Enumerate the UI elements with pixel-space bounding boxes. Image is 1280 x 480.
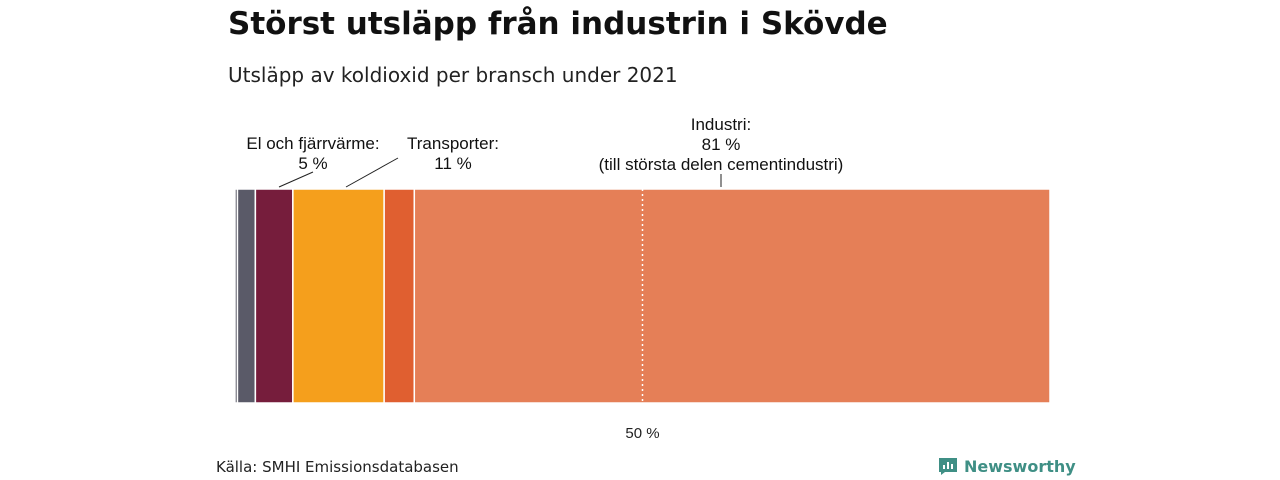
bar-segment-1 [236, 188, 257, 404]
segment-label-line: (till största delen cementindustri) [599, 155, 844, 174]
stacked-bar-chart: 50 % El och fjärrvärme: 5 % Transporter: 11 … [234, 115, 1051, 442]
segment-label-3: Transporter: 11 % [407, 134, 499, 173]
segment-label-line: 5 % [298, 154, 327, 173]
reference-line-label: 50 % [625, 425, 659, 442]
chart-subtitle: Utsläpp av koldioxid per bransch under 2… [228, 63, 678, 87]
brand-logo[interactable]: Newsworthy [938, 456, 1076, 476]
bar-segment-2 [254, 188, 294, 404]
segment-label-5: Industri: 81 % (till största delen cementi… [599, 115, 844, 174]
segment-label-line: 11 % [434, 154, 472, 173]
segment-label-2: El och fjärrvärme: 5 % [246, 134, 379, 173]
newsworthy-logo-icon [939, 458, 957, 475]
chart-title: Störst utsläpp från industrin i Skövde [228, 6, 888, 42]
brand-name: Newsworthy [964, 456, 1076, 476]
segment-label-line: Transporter: [407, 134, 499, 153]
segment-label-line: El och fjärrvärme: [246, 134, 379, 153]
bar-segment-3 [292, 188, 385, 404]
segment-label-line: Industri: [691, 115, 751, 134]
source-note: Källa: SMHI Emissionsdatabasen [216, 458, 459, 476]
leader-line-3 [345, 157, 399, 188]
bar-segment-5 [413, 188, 1051, 404]
leader-line-2 [278, 171, 314, 188]
segment-label-line: 81 % [702, 135, 741, 154]
bar-segment-4 [383, 188, 416, 404]
